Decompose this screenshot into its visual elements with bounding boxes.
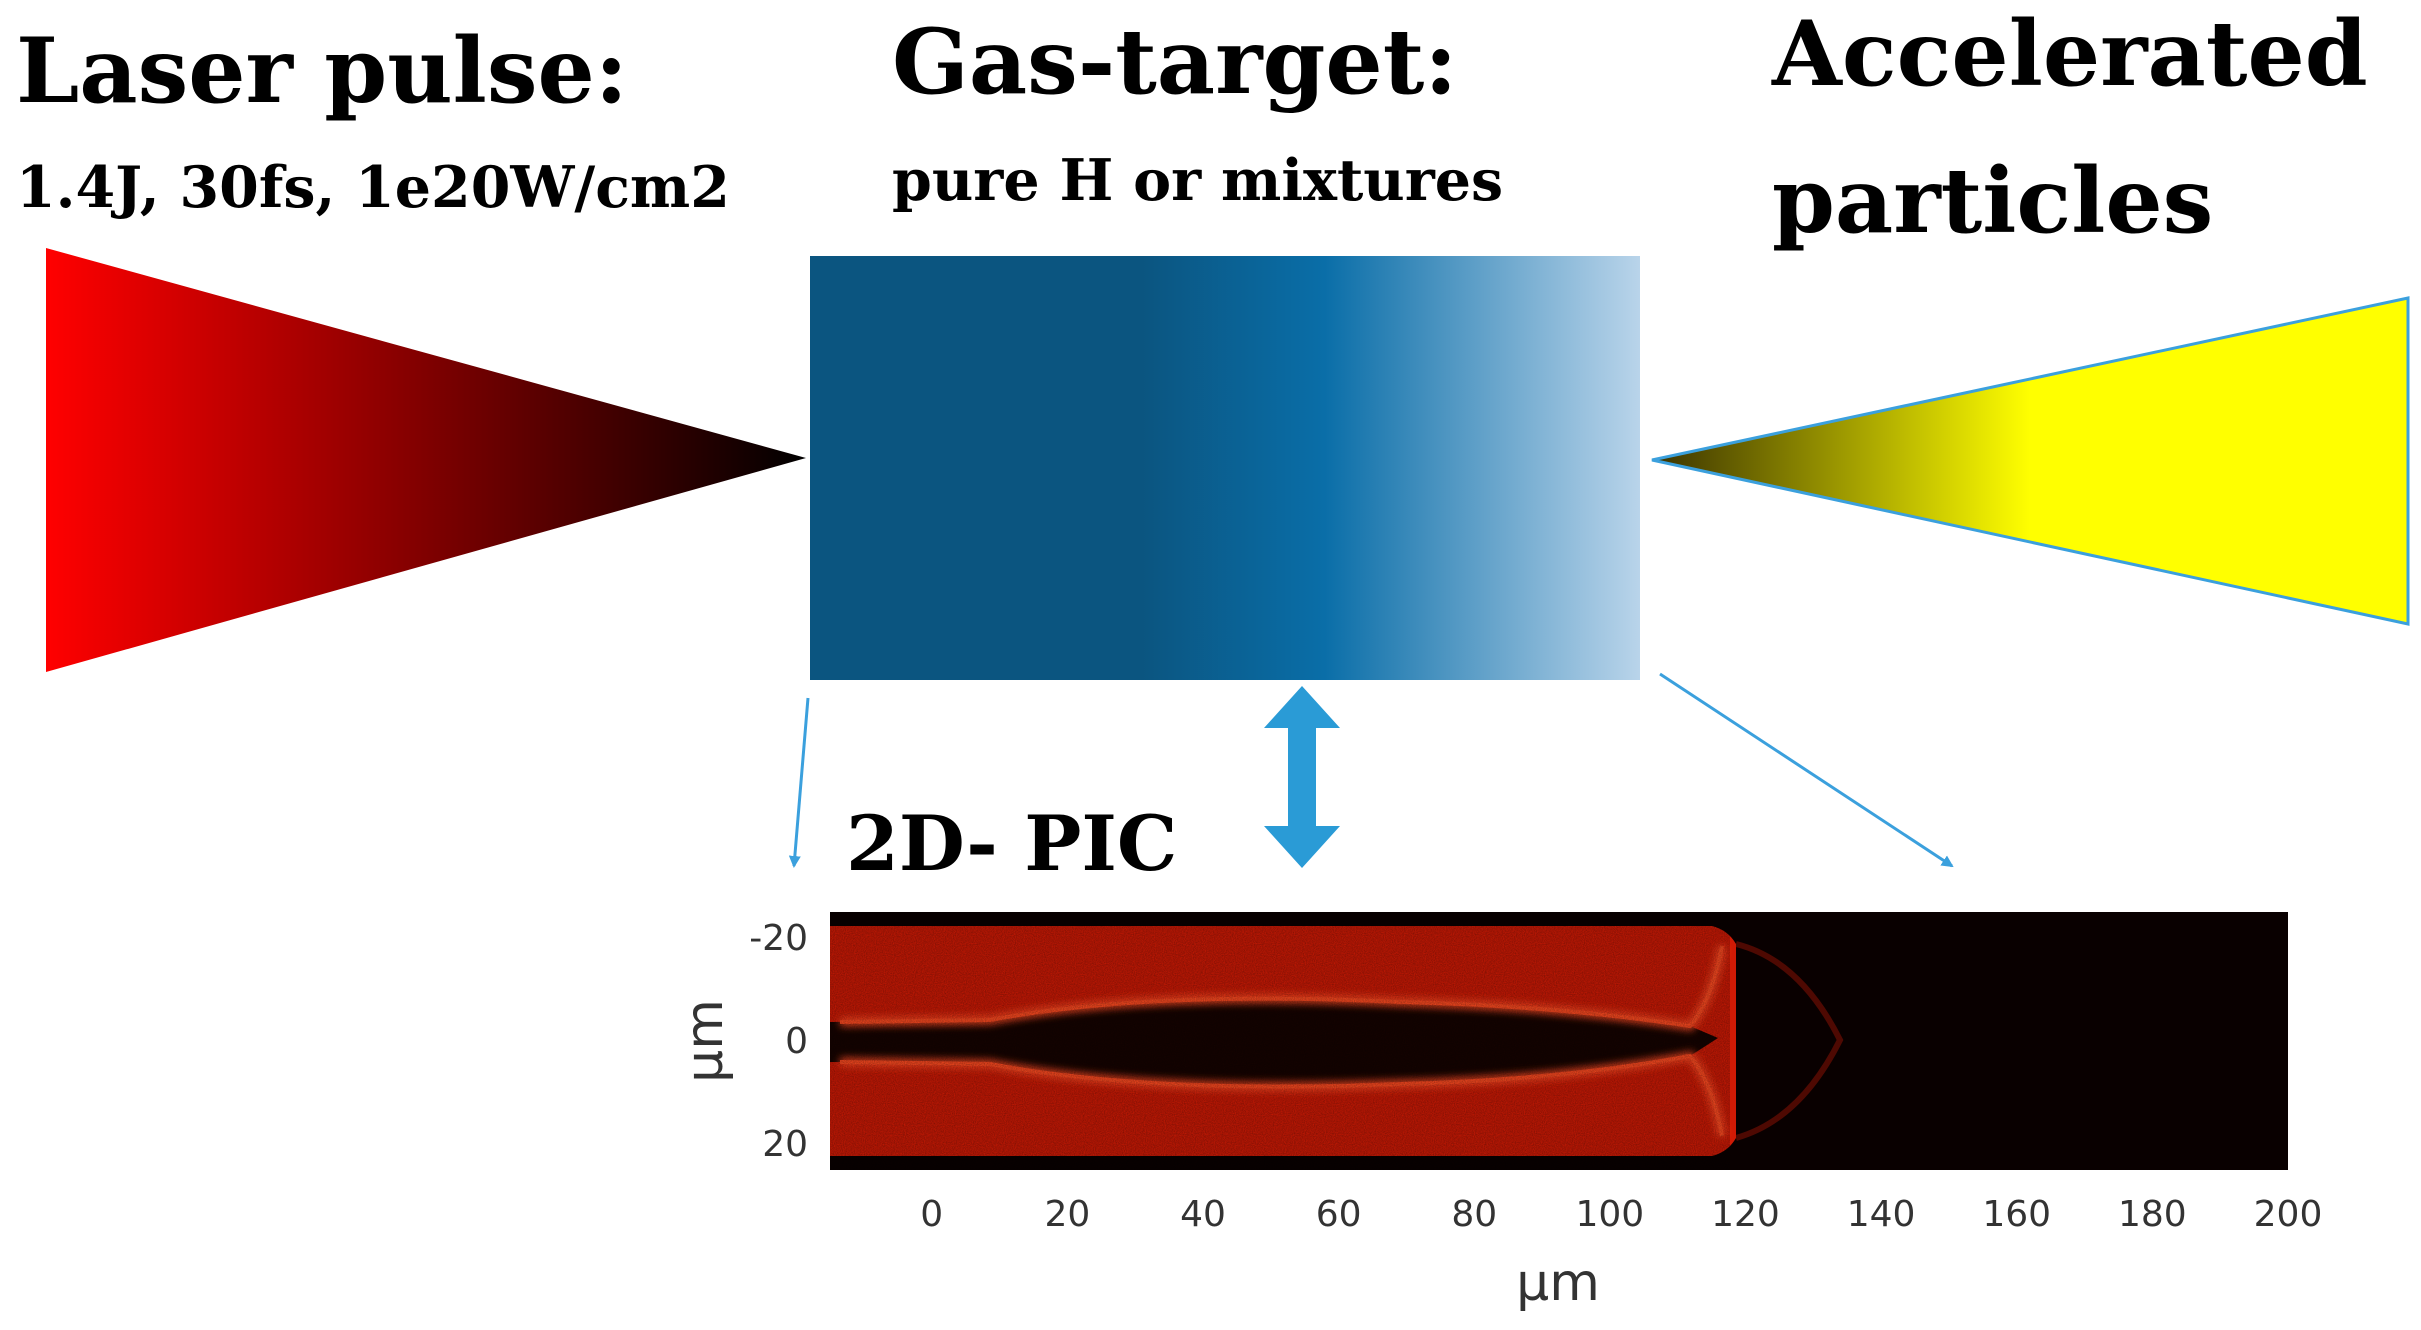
y-axis-label: μm: [675, 999, 735, 1083]
y-tick-label: 0: [785, 1021, 808, 1062]
x-tick-label: 200: [2254, 1194, 2323, 1235]
x-tick-label: 40: [1180, 1194, 1226, 1235]
x-tick-label: 180: [2118, 1194, 2187, 1235]
plot-content: [830, 912, 1844, 1170]
y-tick-label: 20: [762, 1124, 808, 1165]
pic-plot: 0 20 40 60 80 100 120 140 160 180 200 -20 0 20 μm μm: [675, 912, 2322, 1313]
accelerated-particles-cone: [1651, 296, 2410, 626]
x-tick-label: 80: [1451, 1194, 1497, 1235]
pointer-left-line: [788, 697, 810, 868]
plot-noise-texture: [830, 912, 1730, 1170]
x-tick-label: 60: [1316, 1194, 1362, 1235]
laser-title: Laser pulse:: [16, 18, 628, 124]
gas-target-block: [810, 256, 1640, 680]
pointer-right-line: [1659, 672, 1954, 868]
x-tick-label: 100: [1576, 1194, 1645, 1235]
x-tick-label: 140: [1847, 1194, 1916, 1235]
output-title-line2: particles: [1772, 148, 2213, 254]
x-tick-label: 0: [920, 1194, 943, 1235]
x-tick-label: 160: [1982, 1194, 2051, 1235]
x-tick-label: 120: [1711, 1194, 1780, 1235]
plasma-outer-glow: [1735, 941, 1844, 1141]
x-tick-label: 20: [1044, 1194, 1090, 1235]
x-axis-ticks: 0 20 40 60 80 100 120 140 160 180 200: [920, 1194, 2322, 1235]
x-axis-label: μm: [1516, 1253, 1600, 1313]
laser-pulse-cone: [46, 248, 806, 672]
y-tick-label: -20: [749, 918, 808, 959]
target-subtitle: pure H or mixtures: [892, 147, 1503, 214]
pic-label: 2D- PIC: [846, 799, 1177, 888]
output-title-line1: Accelerated: [1771, 1, 2368, 107]
double-arrow-icon: [1264, 686, 1340, 868]
laser-subtitle: 1.4J, 30fs, 1e20W/cm2: [16, 154, 730, 221]
target-title: Gas-target:: [892, 9, 1458, 115]
y-axis-ticks: -20 0 20: [749, 918, 808, 1165]
